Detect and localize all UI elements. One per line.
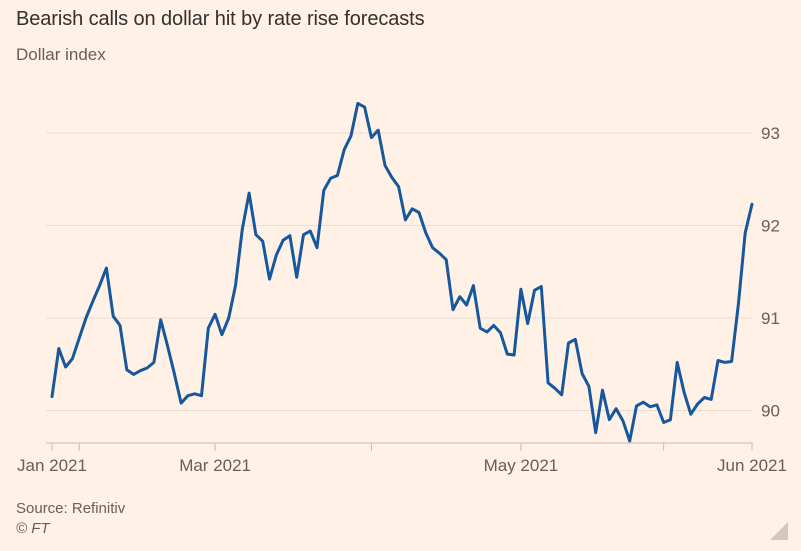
chart-subtitle: Dollar index	[16, 45, 106, 64]
x-axis-label: May 2021	[484, 456, 559, 475]
y-axis-label: 90	[761, 402, 780, 421]
y-axis-label: 91	[761, 309, 780, 328]
y-axis-label: 93	[761, 124, 780, 143]
chart-title: Bearish calls on dollar hit by rate rise…	[16, 8, 425, 30]
y-axis-label: 92	[761, 217, 780, 236]
x-axis-label: Jun 2021	[717, 456, 787, 475]
source-label: Source: Refinitiv	[16, 500, 126, 517]
x-axis-label: Jan 2021	[17, 456, 87, 475]
resize-handle-icon	[770, 522, 788, 540]
x-axis-label: Mar 2021	[179, 456, 251, 475]
dollar-index-series-line	[50, 101, 754, 443]
copyright-label: © FT	[16, 520, 50, 537]
